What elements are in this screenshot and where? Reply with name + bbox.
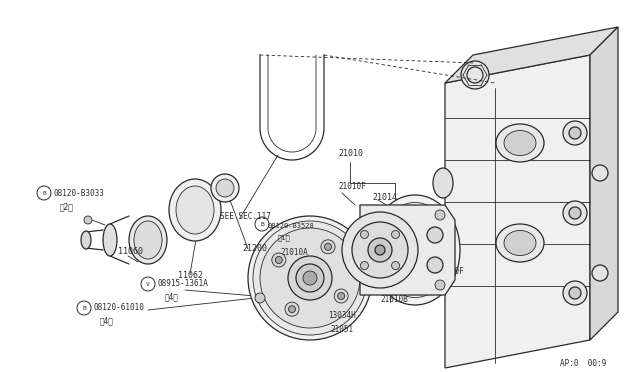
- Ellipse shape: [433, 168, 453, 198]
- Circle shape: [260, 228, 360, 328]
- Text: 08120-B3033: 08120-B3033: [53, 189, 104, 198]
- Circle shape: [435, 210, 445, 220]
- Circle shape: [563, 281, 587, 305]
- Circle shape: [352, 222, 408, 278]
- Circle shape: [211, 174, 239, 202]
- Ellipse shape: [370, 195, 460, 305]
- Circle shape: [288, 256, 332, 300]
- Circle shape: [563, 121, 587, 145]
- Text: B: B: [42, 190, 46, 196]
- Circle shape: [375, 245, 385, 255]
- Polygon shape: [445, 55, 590, 368]
- Circle shape: [592, 265, 608, 281]
- Circle shape: [248, 216, 372, 340]
- Ellipse shape: [496, 124, 544, 162]
- Text: 21010A: 21010A: [280, 247, 308, 257]
- Circle shape: [392, 230, 399, 238]
- Polygon shape: [590, 27, 618, 340]
- Text: （4）: （4）: [100, 317, 114, 326]
- Text: 21051: 21051: [330, 326, 353, 334]
- Polygon shape: [360, 205, 455, 295]
- Circle shape: [569, 127, 581, 139]
- Ellipse shape: [169, 179, 221, 241]
- Text: （2）: （2）: [60, 202, 74, 212]
- Circle shape: [321, 240, 335, 254]
- Circle shape: [569, 207, 581, 219]
- Circle shape: [303, 271, 317, 285]
- Circle shape: [324, 243, 332, 250]
- Text: 08915-1361A: 08915-1361A: [157, 279, 208, 289]
- Ellipse shape: [134, 221, 162, 259]
- Text: 21010F: 21010F: [338, 182, 365, 190]
- Text: 08120-B3528: 08120-B3528: [268, 223, 315, 229]
- Text: SEE SEC.117: SEE SEC.117: [220, 212, 271, 221]
- Text: 21014: 21014: [372, 192, 397, 202]
- Circle shape: [338, 292, 345, 299]
- Circle shape: [272, 253, 286, 267]
- Circle shape: [427, 257, 443, 273]
- Circle shape: [289, 306, 296, 313]
- Text: 13034H: 13034H: [328, 311, 356, 321]
- Text: V: V: [146, 282, 150, 286]
- Circle shape: [296, 264, 324, 292]
- Ellipse shape: [504, 131, 536, 155]
- Circle shape: [84, 216, 92, 224]
- Text: B: B: [82, 305, 86, 311]
- Circle shape: [392, 262, 399, 270]
- Text: AP:0  00:9: AP:0 00:9: [560, 359, 606, 368]
- Text: 08120-61010: 08120-61010: [93, 304, 144, 312]
- Circle shape: [253, 221, 367, 335]
- Circle shape: [435, 280, 445, 290]
- Ellipse shape: [81, 231, 91, 249]
- Circle shape: [360, 230, 369, 238]
- Ellipse shape: [129, 216, 167, 264]
- Circle shape: [334, 289, 348, 303]
- Text: 21010F: 21010F: [436, 267, 464, 276]
- Circle shape: [342, 212, 418, 288]
- Circle shape: [275, 257, 282, 263]
- Circle shape: [216, 179, 234, 197]
- Text: （1）: （1）: [278, 235, 291, 241]
- Circle shape: [592, 165, 608, 181]
- Circle shape: [368, 238, 392, 262]
- Circle shape: [360, 262, 369, 270]
- Text: 21200: 21200: [242, 244, 267, 253]
- Ellipse shape: [176, 186, 214, 234]
- Circle shape: [461, 61, 489, 89]
- Text: （4）: （4）: [165, 292, 179, 301]
- Circle shape: [285, 302, 299, 316]
- Circle shape: [427, 227, 443, 243]
- Text: 21010B: 21010B: [380, 295, 408, 305]
- Circle shape: [255, 293, 265, 303]
- Ellipse shape: [103, 224, 117, 256]
- Text: 21010: 21010: [338, 148, 363, 157]
- Circle shape: [569, 287, 581, 299]
- Ellipse shape: [504, 231, 536, 256]
- Text: 11060: 11060: [118, 247, 143, 256]
- Circle shape: [563, 201, 587, 225]
- Ellipse shape: [496, 224, 544, 262]
- Text: B: B: [260, 221, 264, 227]
- Text: 11062: 11062: [178, 272, 203, 280]
- Polygon shape: [445, 27, 618, 83]
